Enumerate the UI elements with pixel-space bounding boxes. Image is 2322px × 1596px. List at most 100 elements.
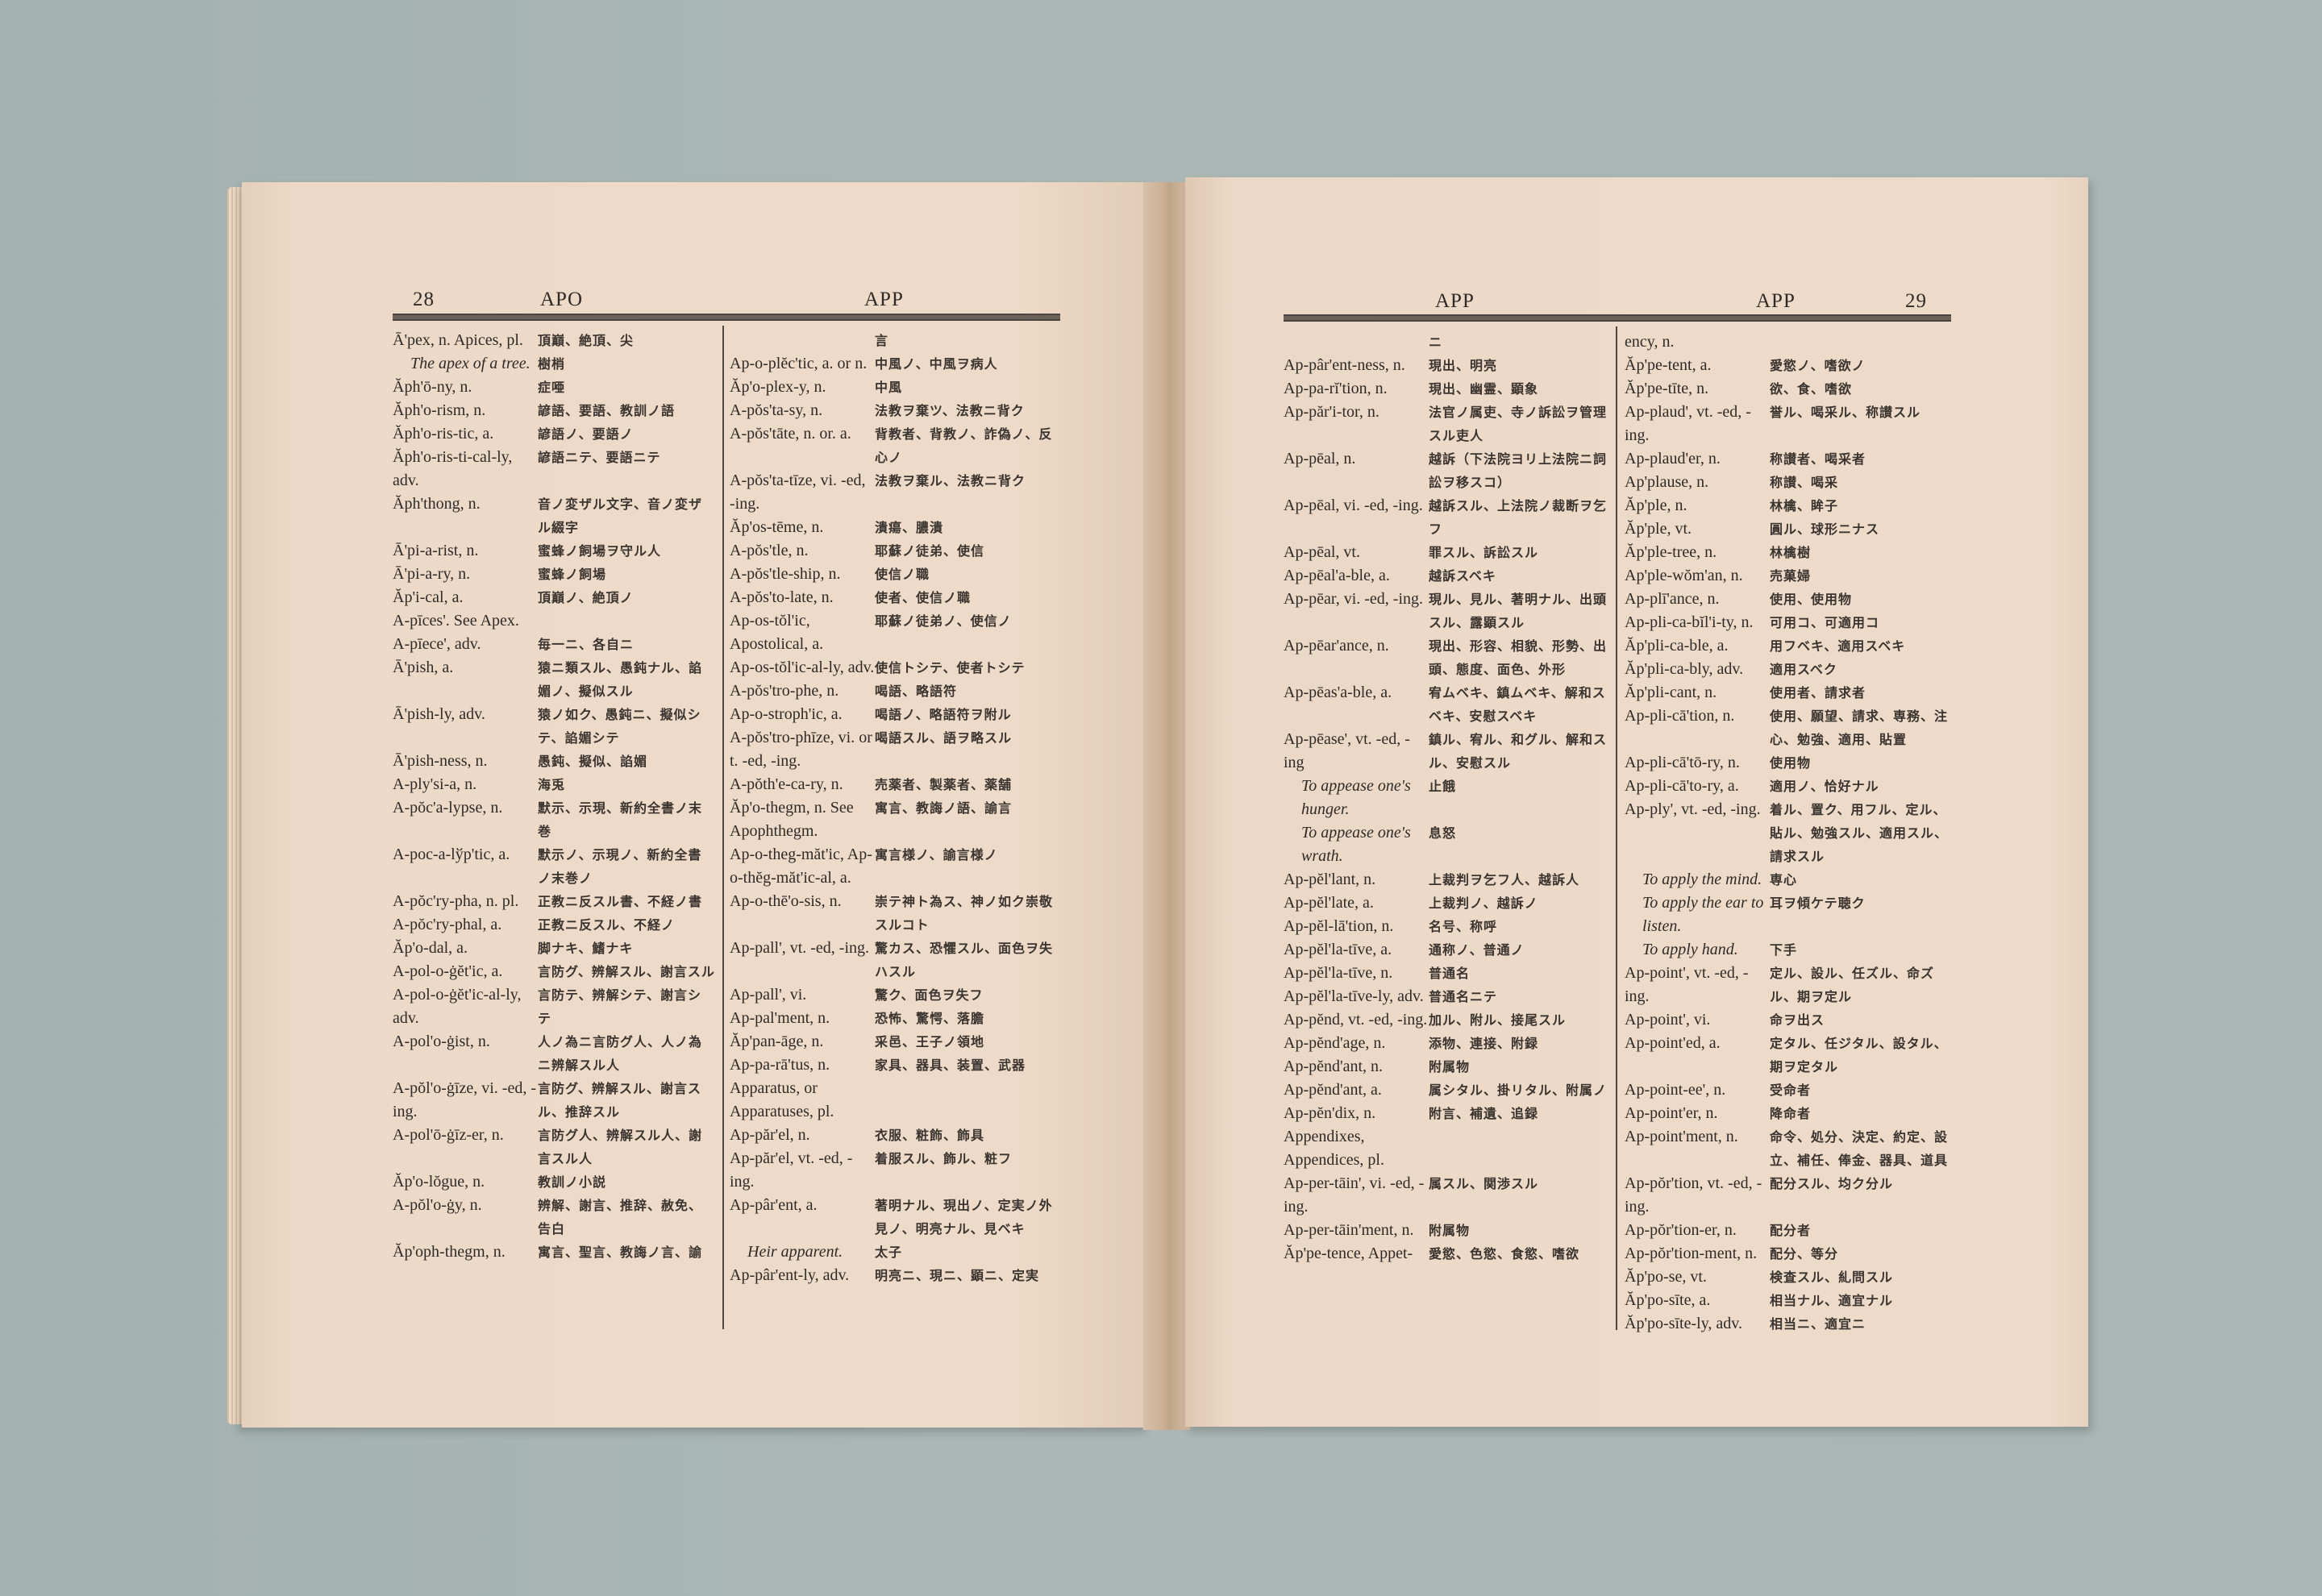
entry-definition: 上裁判ノ、越訴ノ [1429,896,1538,911]
dictionary-entry: A-pol'o-ġist, n. 人ノ為ニ言防グ人、人ノ為ニ辨解スル人 [393,1030,715,1077]
dictionary-entry: Ap-os-tŏl'ic-al-ly, adv. 使信トシテ、使者トシテ [730,656,1060,680]
entry-definition: 使用、願望、請求、専務、注心、勉強、適用、貼置 [1770,709,1949,747]
entry-definition: 着服スル、飾ル、粧フ [875,1151,1013,1166]
entry-definition: 愛慾ノ、嗜欲ノ [1770,358,1866,373]
entry-headword: Ap-ply', vt. -ed, -ing. [1625,800,1761,818]
entry-definition: 属シタル、掛リタル、附属ノ [1429,1083,1608,1098]
entry-definition: 蜜蜂ノ飼場 [538,567,607,582]
entry-headword: Ap-pēar'ance, n. [1284,637,1389,655]
dictionary-entry: Ăp'ple, n. 林檎、眸子 [1625,494,1951,517]
dictionary-entry: Ap-point', vi. 命ヲ出ス [1625,1008,1951,1032]
entry-definition: 定タル、任ジタル、設タル、期ヲ定タル [1770,1036,1948,1074]
column-2: 言 Ap-o-plĕc'tic, a. or n. 中風ノ、中風ヲ病人 Ăp'o-pl… [730,329,1060,1287]
entry-definition: 命ヲ出ス [1770,1012,1825,1028]
page-number: 28 [413,289,435,310]
entry-headword: Ap-pall', vt. -ed, -ing. [730,939,870,957]
entry-headword: Ap-point'er, n. [1625,1104,1718,1122]
entry-headword: A-pol'ō-ġīz-er, n. [393,1126,504,1144]
entry-headword: To apply the mind. [1642,871,1762,888]
dictionary-entry: A-pŏc'a-lypse, n. 默示、示現、新約全書ノ末巻 [393,796,715,843]
entry-headword: A-pŏs'to-late, n. [730,588,834,606]
entry-definition: 明亮ニ、現ニ、顕ニ、定実 [875,1268,1040,1283]
entry-definition: 欲、食、嗜欲 [1770,381,1853,397]
entry-headword: Ap-pŏr'tion, vt. -ed, -ing. [1625,1174,1762,1216]
entry-headword: Ăph'o-ris-ti-cal-ly, adv. [393,448,513,489]
entry-definition: 頂巔ノ、絶頂ノ [538,590,634,605]
dictionary-entry: Ap-pĕnd'age, n. 添物、連接、附録 [1284,1032,1610,1055]
entry-headword: Ap-pli-cā'tō-ry, n. [1625,754,1740,771]
entry-headword: Ā'pish-ness, n. [393,752,488,770]
dictionary-entry: Ap'ple-wŏm'an, n. 売菓婦 [1625,564,1951,588]
dictionary-entry: Ăp'ple, vt. 圓ル、球形ニナス [1625,517,1951,541]
entry-definition: 命令、処分、決定、約定、設立、補任、俸金、器具、道具 [1770,1129,1949,1168]
dictionary-entry: Ap-pēar, vi. -ed, -ing. 現ル、見ル、著明ナル、出頭スル、露… [1284,588,1610,634]
entry-definition: 検査スル、糺問スル [1770,1270,1894,1285]
entry-headword: Ap-pĕl'la-tīve, n. [1284,964,1393,982]
entry-headword: Ap'plause, n. [1625,473,1709,491]
entry-headword: Ap-pēase', vt. -ed, -ing [1284,730,1410,771]
entry-headword: A-pŏs'tro-phīze, vi. or t. -ed, -ing. [730,729,872,770]
dictionary-entry: Ăp'i-cal, a. 頂巔ノ、絶頂ノ [393,586,715,609]
entry-definition: 属スル、関渉スル [1429,1176,1539,1191]
entry-definition: ニ [1429,335,1443,350]
entry-headword: Ap-pĕl'la-tīve-ly, adv. [1284,987,1424,1005]
entry-definition: 使用物 [1770,755,1812,771]
entry-definition: 現出、幽霊、顕象 [1429,381,1539,397]
column-1: ニ Ap-pâr'ent-ness, n. 現出、明亮 Ap-pa-rĭ'tion, … [1284,330,1610,1266]
dictionary-entry: Ap-pēal, vi. -ed, -ing. 越訴スル、上法院ノ裁断ヲ乞フ [1284,494,1610,541]
entry-headword: Ăp'pli-ca-bly, adv. [1625,660,1744,678]
entry-definition: 専心 [1770,872,1798,887]
dictionary-entry: Ap-pli-cā'tion, n. 使用、願望、請求、専務、注心、勉強、適用、貼… [1625,704,1951,751]
dictionary-entry: A-pol-o-ġĕt'ic, a. 言防グ、辨解スル、謝言スル [393,960,715,983]
entry-headword: ency, n. [1625,333,1675,351]
entry-definition: 普通名ニテ [1429,989,1498,1004]
entry-definition: 現出、形容、相貌、形勢、出頭、態度、面色、外形 [1429,638,1608,677]
entry-headword: Ap-plaud', vt. -ed, -ing. [1625,403,1751,444]
dictionary-entry: Ap-pēal'a-ble, a. 越訴スベキ [1284,564,1610,588]
dictionary-entry: Ap-pĕl'late, a. 上裁判ノ、越訴ノ [1284,892,1610,915]
entry-definition: 喝語、略語符 [875,684,958,699]
entry-headword: Ap-pĕl'la-tīve, a. [1284,941,1392,958]
entry-definition: 喝語ノ、略語符ヲ附ル [875,707,1012,722]
dictionary-entry: A-pŏs'ta-tīze, vi. -ed, -ing. 法教ヲ棄ル、法教ニ背ク [730,469,1060,516]
dictionary-entry: Ap-per-tāin', vi. -ed, -ing. 属スル、関渉スル [1284,1172,1610,1219]
dictionary-entry: A-pol'ō-ġīz-er, n. 言防グ人、辨解スル人、謝言スル人 [393,1124,715,1170]
entry-headword: A-pŏc'a-lypse, n. [393,799,503,817]
header-rule [1284,314,1951,322]
entry-headword: Ā'pex, n. Apices, pl. [393,331,523,349]
dictionary-entry: Ăp'o-lŏgue, n. 教訓ノ小説 [393,1170,715,1194]
entry-definition: 耶蘇ノ徒弟、使信 [875,543,985,559]
entry-headword: Ap-pâr'ent-ly, adv. [730,1266,850,1284]
column-2: ency, n. Ăp'pe-tent, a. 愛慾ノ、嗜欲ノ Ăp'pe-tīte,… [1625,330,1951,1336]
header-rule [393,314,1060,321]
dictionary-entry: Ā'pish-ly, adv. 猿ノ如ク、愚鈍ニ、擬似シテ、諂媚シテ [393,703,715,750]
entry-headword: Ap-pli-cā'tion, n. [1625,707,1735,725]
entry-headword: Ap-point', vt. -ed, -ing. [1625,964,1749,1005]
entry-headword: Ap-pŏr'tion-er, n. [1625,1221,1737,1239]
entry-headword: Ap-pĕnd'age, n. [1284,1034,1386,1052]
dictionary-entry: Ap-pĕnd'ant, n. 附属物 [1284,1055,1610,1079]
dictionary-entry: A-pŏs'tro-phe, n. 喝語、略語符 [730,680,1060,703]
entry-definition: 衣服、粧飾、飾具 [875,1128,985,1143]
entry-definition: 采邑、王子ノ領地 [875,1034,985,1049]
dictionary-entry: Ap-o-plĕc'tic, a. or n. 中風ノ、中風ヲ病人 [730,352,1060,376]
dictionary-entry: Ap-pĕl'la-tīve-ly, adv. 普通名ニテ [1284,985,1610,1008]
entry-headword: Ap-pâr'ent-ness, n. [1284,356,1405,374]
entry-headword: Ăp'ple, vt. [1625,520,1692,538]
dictionary-entry: A-pŏs'ta-sy, n. 法教ヲ棄ツ、法教ニ背ク [730,399,1060,422]
entry-headword: Ap-os-tŏl'ic-al-ly, adv. [730,659,875,676]
dictionary-entry: Ap-pa-rĭ'tion, n. 現出、幽霊、顕象 [1284,377,1610,401]
entry-definition: 上裁判ヲ乞フ人、越訴人 [1429,872,1580,887]
entry-definition: 降命者 [1770,1106,1812,1121]
entry-definition: 默示ノ、示現ノ、新約全書ノ末巻ノ [538,847,702,886]
dictionary-entry: A-pŏs'tro-phīze, vi. or t. -ed, -ing. 喝語ス… [730,726,1060,773]
entry-headword: Ap-o-stroph'ic, a. [730,705,843,723]
entry-headword: Ap-o-thē'o-sis, n. [730,892,842,910]
entry-definition: 諺語、要語、教訓ノ語 [538,403,676,418]
dictionary-entry: Ap-păr'el, vt. -ed, -ing. 着服スル、飾ル、粧フ [730,1147,1060,1194]
dictionary-entry: ency, n. [1625,330,1951,354]
left-page: 28 APO APP Ā'pex, n. Apices, pl. 頂巔、絶頂、尖 T… [242,182,1149,1428]
entry-headword: Ap-point-ee', n. [1625,1081,1726,1099]
entry-definition: 猿ノ如ク、愚鈍ニ、擬似シテ、諂媚シテ [538,707,701,746]
entry-headword: To appease one's wrath. [1301,824,1411,865]
